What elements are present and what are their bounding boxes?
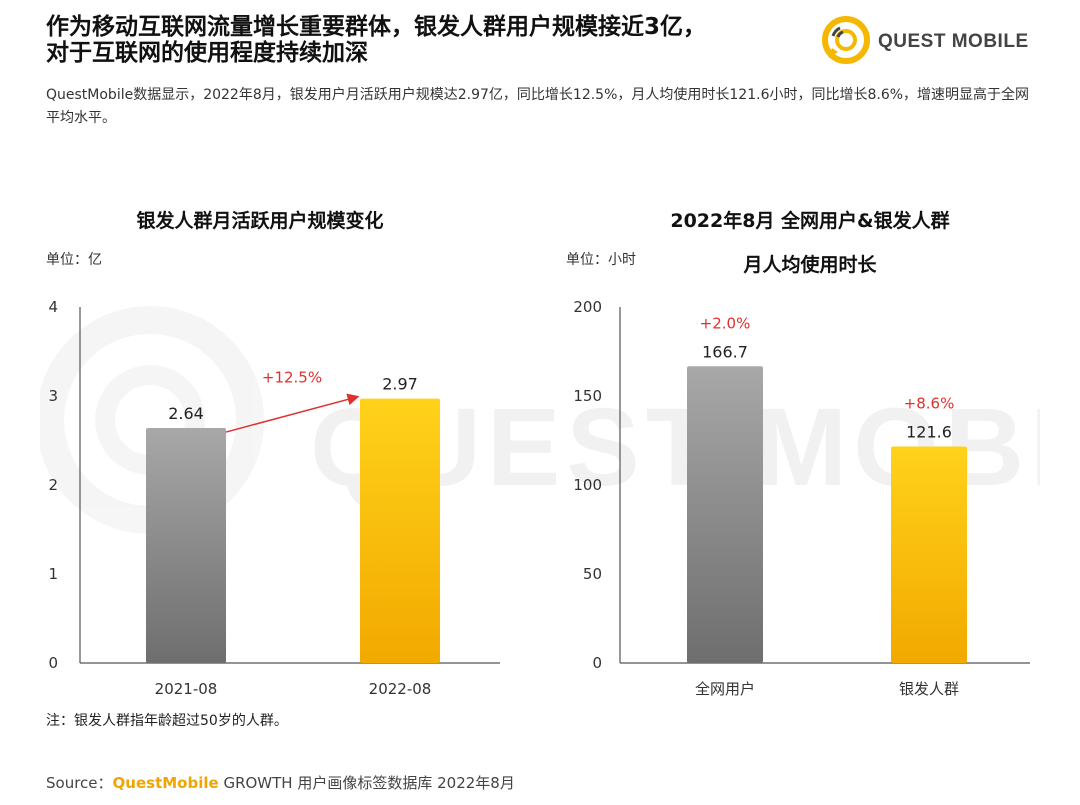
chart1-unit-label: 单位：亿 xyxy=(46,252,102,268)
chart2-title-line-2: 月人均使用时长 xyxy=(743,254,877,276)
chart1-y-tick-label: 2 xyxy=(48,476,58,494)
chart1-title: 银发人群月活跃用户规模变化 xyxy=(136,210,384,232)
chart1-value-label: 2.97 xyxy=(382,375,418,394)
chart1-bar xyxy=(360,398,440,663)
source-line: Source：QuestMobile GROWTH 用户画像标签数据库 2022… xyxy=(46,772,515,793)
chart2-category-label: 全网用户 xyxy=(695,680,755,698)
chart1-category-label: 2022-08 xyxy=(369,680,432,698)
chart2-y-tick-label: 100 xyxy=(573,476,602,494)
chart2-value-label: 121.6 xyxy=(906,423,952,442)
chart1-growth-annotation: +12.5% xyxy=(262,369,322,387)
chart1-y-tick-label: 4 xyxy=(48,298,58,316)
source-prefix: Source： xyxy=(46,774,113,792)
chart1-y-tick-label: 0 xyxy=(48,654,58,672)
chart1-plot: 0 1 2 3 4 2.64 2021-08 2.97 2022-08 +12.5% xyxy=(48,298,500,698)
chart2-value-label: 166.7 xyxy=(702,342,748,361)
chart2-plot: 0 50 100 150 200 166.7 全网用户 +2.0% 121.6 银发人群 +8.6% xyxy=(573,298,1030,698)
chart2-y-tick-label: 0 xyxy=(592,654,602,672)
chart2-title-line-1: 2022年8月 全网用户&银发人群 xyxy=(670,210,950,232)
chart1-y-tick-label: 3 xyxy=(48,387,58,405)
footnote: 注：银发人群指年龄超过50岁的人群。 xyxy=(46,713,288,729)
logo-bubble-icon xyxy=(822,16,870,64)
headline-line-2: 对于互联网的使用程度持续加深 xyxy=(46,40,368,66)
questmobile-logo: QUEST MOBILE xyxy=(818,14,1048,66)
summary-text: QuestMobile数据显示，2022年8月，银发用户月活跃用户规模达2.97… xyxy=(46,87,1030,126)
chart1-y-tick-label: 1 xyxy=(48,565,58,583)
headline-line-1: 作为移动互联网流量增长重要群体，银发人群用户规模接近3亿， xyxy=(46,14,707,40)
chart2-growth-label: +2.0% xyxy=(700,314,751,332)
chart2-unit-label: 单位：小时 xyxy=(566,252,636,268)
chart2-bar xyxy=(687,366,763,663)
chart1-value-label: 2.64 xyxy=(168,404,204,423)
chart2-y-tick-label: 50 xyxy=(583,565,602,583)
chart1-bar xyxy=(146,428,226,663)
chart1-category-label: 2021-08 xyxy=(155,680,218,698)
page-headline: 作为移动互联网流量增长重要群体，银发人群用户规模接近3亿， 对于互联网的使用程度… xyxy=(46,14,806,66)
logo-wordmark: QUEST MOBILE xyxy=(878,31,1029,52)
chart2-y-tick-label: 200 xyxy=(573,298,602,316)
chart2-bar xyxy=(891,446,967,663)
chart2-y-tick-label: 150 xyxy=(573,387,602,405)
chart1-growth-arrow xyxy=(225,393,360,433)
chart2-category-label: 银发人群 xyxy=(899,680,959,698)
source-rest: GROWTH 用户画像标签数据库 2022年8月 xyxy=(218,774,515,792)
chart2-growth-label: +8.6% xyxy=(904,395,955,413)
source-brand: QuestMobile xyxy=(112,774,219,792)
